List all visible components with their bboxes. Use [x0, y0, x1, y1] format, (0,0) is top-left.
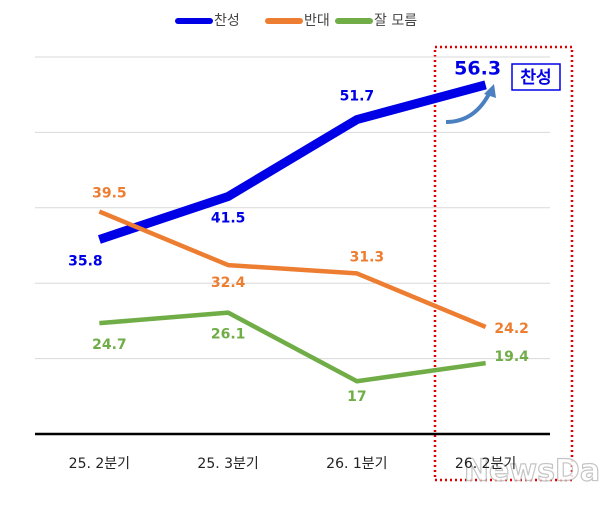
annotation: 찬성: [520, 68, 551, 88]
data-label: 26.1: [211, 327, 246, 343]
annotation-arrowhead: [484, 84, 496, 98]
data-label: 17: [347, 389, 366, 405]
legend-label: 잘 모름: [374, 13, 417, 29]
data-label: 41.5: [211, 210, 246, 226]
highlight-box: [433, 45, 574, 482]
data-label: 19.4: [494, 349, 529, 365]
data-label: 35.8: [68, 253, 103, 269]
legend-label: 반대: [304, 13, 330, 29]
data-label: 24.7: [92, 337, 127, 353]
data-label: 32.4: [211, 275, 246, 291]
x-tick-label: 26. 2분기: [455, 456, 516, 472]
series-line: [97, 80, 487, 244]
data-label: 39.5: [92, 186, 127, 202]
annotation-box: [511, 63, 561, 91]
data-label: 24.2: [494, 321, 529, 337]
x-tick-label: 25. 3분기: [197, 456, 258, 472]
data-label: 56.3: [454, 57, 501, 79]
watermark: NewsDa: [464, 454, 600, 489]
data-label: 51.7: [340, 89, 375, 105]
legend-label: 찬성: [214, 13, 240, 29]
series-line: [99, 310, 486, 384]
series-line: [98, 209, 487, 330]
annotation-arrow: [445, 91, 492, 124]
data-label: 31.3: [350, 249, 385, 265]
x-tick-label: 25. 2분기: [69, 456, 130, 472]
x-tick-label: 26. 1분기: [326, 456, 387, 472]
